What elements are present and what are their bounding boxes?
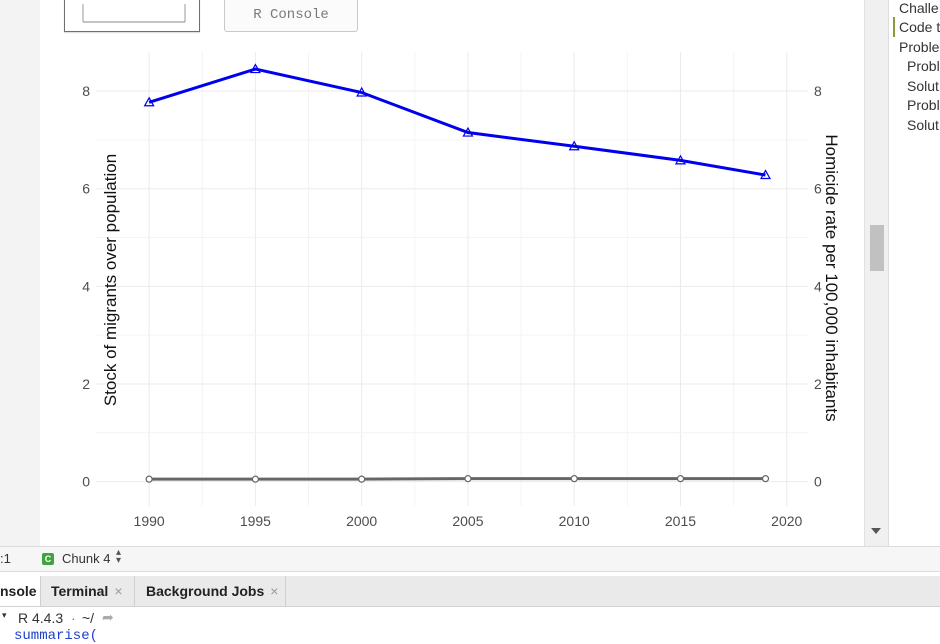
y-tick-label-left: 0 bbox=[82, 474, 90, 490]
data-point bbox=[252, 476, 258, 482]
y-tick-label-right: 4 bbox=[814, 278, 822, 294]
tab-label: Background Jobs bbox=[146, 583, 264, 599]
outline-current-marker bbox=[893, 17, 895, 37]
outline-item[interactable]: Proble bbox=[899, 39, 939, 55]
scrollbar-thumb[interactable] bbox=[870, 225, 884, 271]
close-icon[interactable]: × bbox=[114, 583, 122, 599]
tab-console[interactable]: nsole bbox=[0, 576, 41, 606]
data-point bbox=[677, 476, 683, 482]
chunk-updown-icon[interactable]: ▴▾ bbox=[116, 549, 121, 565]
editor-status-bar: :1 C Chunk 4 ▴▾ bbox=[0, 546, 940, 572]
chart-grid bbox=[96, 52, 808, 506]
x-tick-label: 2020 bbox=[771, 513, 802, 529]
x-tick-label: 2010 bbox=[559, 513, 590, 529]
y-tick-label-left: 6 bbox=[82, 181, 90, 197]
outline-item[interactable]: Solut bbox=[907, 117, 939, 133]
editor-scrollbar[interactable] bbox=[864, 0, 889, 546]
y-tick-label-left: 8 bbox=[82, 83, 90, 99]
working-directory[interactable]: ~/ bbox=[82, 610, 94, 626]
y-axis-label-right: Homicide rate per 100,000 inhabitants bbox=[822, 134, 841, 421]
x-tick-label: 1995 bbox=[240, 513, 271, 529]
y-tick-label-right: 8 bbox=[814, 83, 822, 99]
data-point bbox=[762, 476, 768, 482]
outline-item[interactable]: Challe bbox=[899, 0, 939, 16]
editor-gutter bbox=[0, 0, 40, 546]
chunk-selector[interactable]: Chunk 4 bbox=[62, 551, 110, 566]
x-tick-label: 2000 bbox=[346, 513, 377, 529]
data-point bbox=[465, 476, 471, 482]
document-outline: Challe Code t Proble Probl Solut Probl S… bbox=[888, 0, 940, 546]
tab-terminal[interactable]: Terminal × bbox=[41, 576, 135, 606]
goto-directory-icon[interactable]: ➦ bbox=[102, 609, 114, 626]
data-point bbox=[571, 476, 577, 482]
y-tick-label-left: 4 bbox=[82, 278, 90, 294]
x-tick-label: 2005 bbox=[452, 513, 483, 529]
console-tabbar: nsole Terminal × Background Jobs × bbox=[0, 576, 940, 607]
series-line bbox=[149, 69, 765, 175]
y-tick-label-left: 2 bbox=[82, 376, 90, 392]
outline-item[interactable]: Probl bbox=[907, 97, 940, 113]
chart-series bbox=[145, 65, 770, 483]
cursor-position: :1 bbox=[0, 551, 11, 566]
outline-item[interactable]: Solut bbox=[907, 78, 939, 94]
console-output-line: summarise( bbox=[14, 628, 98, 644]
outline-item[interactable]: Probl bbox=[907, 58, 940, 74]
close-icon[interactable]: × bbox=[270, 583, 278, 599]
tab-label: nsole bbox=[0, 583, 37, 599]
r-version: R 4.4.3 bbox=[18, 610, 63, 626]
data-point bbox=[359, 476, 365, 482]
outline-item[interactable]: Code t bbox=[899, 19, 940, 35]
data-point bbox=[146, 476, 152, 482]
y-tick-label-right: 2 bbox=[814, 376, 822, 392]
scroll-down-arrow-icon[interactable] bbox=[871, 528, 881, 534]
separator-dot: · bbox=[71, 610, 76, 626]
tab-label: Terminal bbox=[51, 583, 108, 599]
chart-ticks: 1990 1995 2000 2005 2010 2015 2020 0 0 2 2 4 4 6 6 8 8 bbox=[82, 83, 822, 529]
y-tick-label-right: 0 bbox=[814, 474, 822, 490]
console-header: ▾ R 4.4.3 · ~/ ➦ bbox=[0, 607, 940, 631]
chunk-icon: C bbox=[42, 553, 54, 565]
r-logo-dropdown-icon[interactable]: ▾ bbox=[2, 610, 7, 621]
y-axis-label-left: Stock of migrants over population bbox=[101, 154, 120, 406]
x-tick-label: 2015 bbox=[665, 513, 696, 529]
line-chart: 1990 1995 2000 2005 2010 2015 2020 0 0 2 2 4 4 6 6 8 8 S… bbox=[40, 0, 864, 546]
x-tick-label: 1990 bbox=[134, 513, 165, 529]
tab-background-jobs[interactable]: Background Jobs × bbox=[136, 576, 286, 606]
y-tick-label-right: 6 bbox=[814, 181, 822, 197]
